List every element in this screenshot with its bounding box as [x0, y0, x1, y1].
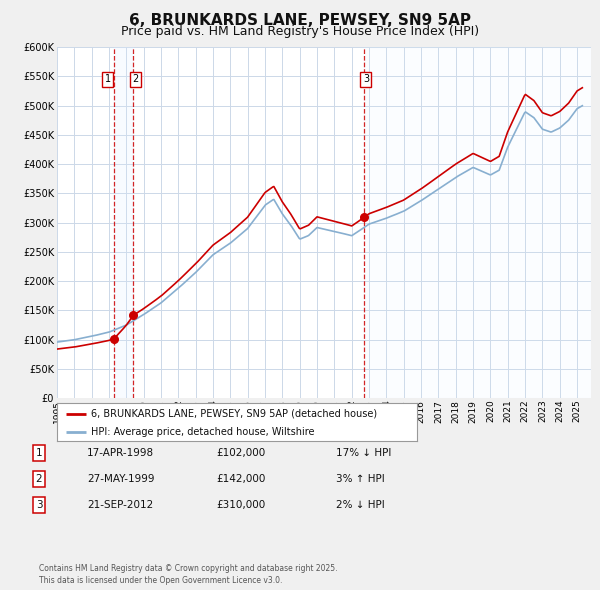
Text: 6, BRUNKARDS LANE, PEWSEY, SN9 5AP: 6, BRUNKARDS LANE, PEWSEY, SN9 5AP [129, 13, 471, 28]
Text: Contains HM Land Registry data © Crown copyright and database right 2025.
This d: Contains HM Land Registry data © Crown c… [39, 565, 337, 585]
Text: 3: 3 [363, 74, 369, 84]
Text: 6, BRUNKARDS LANE, PEWSEY, SN9 5AP (detached house): 6, BRUNKARDS LANE, PEWSEY, SN9 5AP (deta… [91, 409, 377, 419]
Text: 1: 1 [105, 74, 111, 84]
Text: 21-SEP-2012: 21-SEP-2012 [87, 500, 153, 510]
Text: 17% ↓ HPI: 17% ↓ HPI [336, 448, 391, 458]
Text: 2% ↓ HPI: 2% ↓ HPI [336, 500, 385, 510]
Bar [364, 47, 591, 398]
Text: 2: 2 [35, 474, 43, 484]
Text: 1: 1 [35, 448, 43, 458]
Text: 17-APR-1998: 17-APR-1998 [87, 448, 154, 458]
Text: 3: 3 [35, 500, 43, 510]
Text: 3% ↑ HPI: 3% ↑ HPI [336, 474, 385, 484]
Text: £102,000: £102,000 [216, 448, 265, 458]
Bar [114, 47, 133, 398]
Text: HPI: Average price, detached house, Wiltshire: HPI: Average price, detached house, Wilt… [91, 427, 314, 437]
Text: Price paid vs. HM Land Registry's House Price Index (HPI): Price paid vs. HM Land Registry's House … [121, 25, 479, 38]
Text: £142,000: £142,000 [216, 474, 265, 484]
Text: 2: 2 [132, 74, 139, 84]
Text: £310,000: £310,000 [216, 500, 265, 510]
Text: 27-MAY-1999: 27-MAY-1999 [87, 474, 155, 484]
